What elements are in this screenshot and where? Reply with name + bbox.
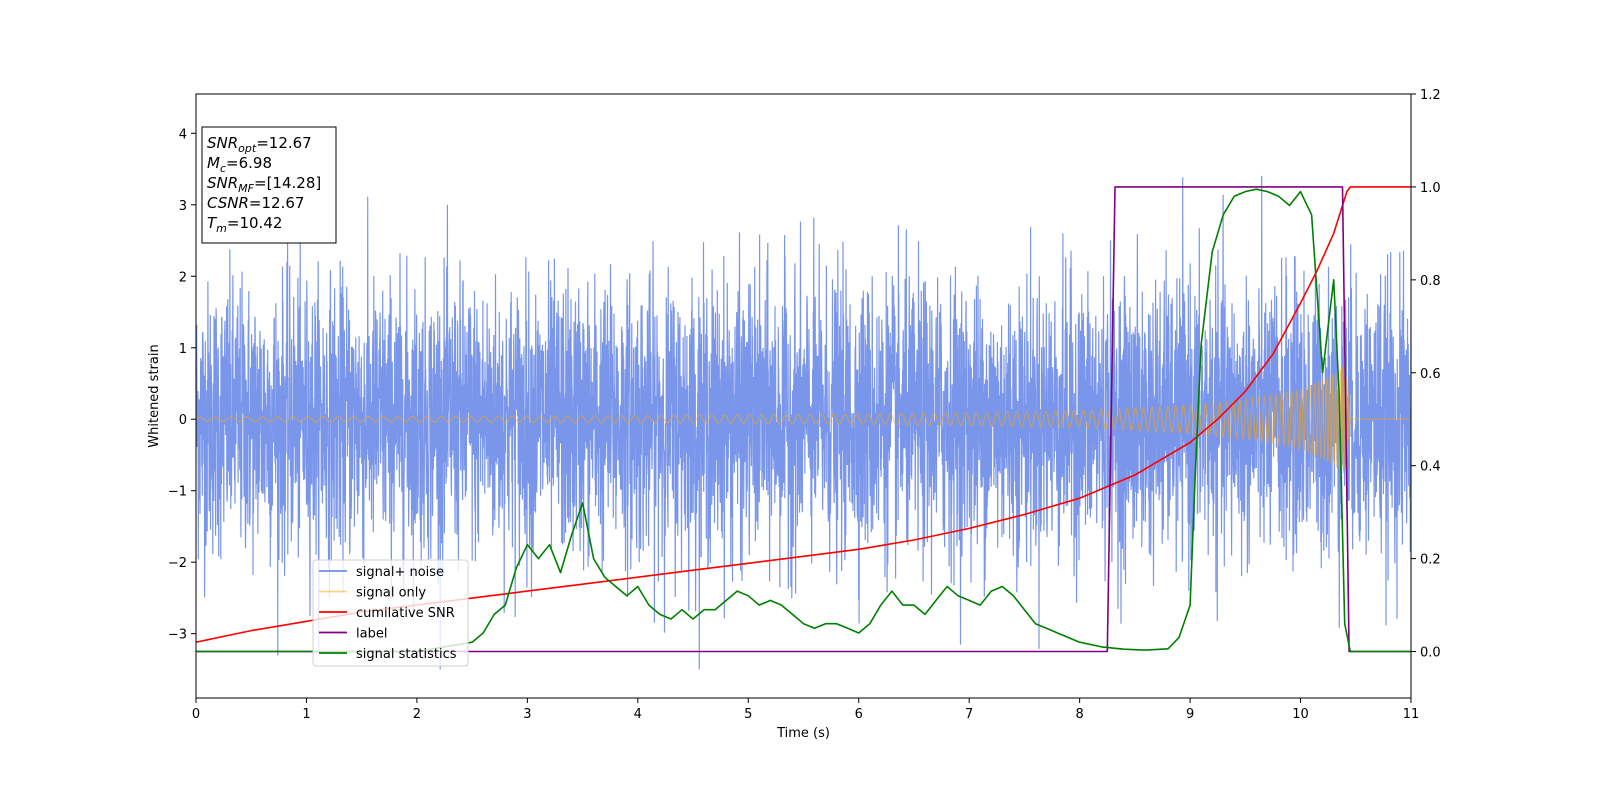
legend-frame [312,559,469,667]
x-tick-label: 11 [1403,707,1420,722]
y-tick-label: −3 [168,628,187,643]
legend-label: label [356,627,387,642]
series-signal-noise-line [196,175,1411,670]
info-box-line: CSNR=12.67 [207,194,304,212]
series-signal-statistics-line [196,188,1411,653]
info-box-line: SNRopt=12.67 [207,134,312,155]
y-tick-label: −2 [168,556,187,571]
y-tick-label: 4 [179,127,187,142]
y2-tick-label: 1.0 [1420,181,1441,196]
x-tick-label: 9 [1186,707,1194,722]
y-tick-label: 1 [179,342,187,357]
x-tick-label: 1 [302,707,310,722]
legend-label: cumilative SNR [356,606,455,621]
y-axis-title: Whitened strain [147,344,162,447]
series-signal-only-line [196,365,1411,474]
y2-tick-label: 0.6 [1420,367,1441,382]
legend: signal+ noise signal only cumilative SNR la… [312,559,469,667]
info-box-line: Tm=10.42 [207,214,282,235]
legend-label: signal+ noise [356,565,444,580]
y2-tick-label: 1.2 [1420,88,1441,103]
x-tick-label: 2 [413,707,421,722]
x-tick-label: 7 [965,707,973,722]
x-tick-label: 4 [634,707,642,722]
y-tick-label: 2 [179,270,187,285]
x-tick-label: 0 [192,707,200,722]
y2-tick-label: 0.4 [1420,460,1441,475]
x-tick-label: 8 [1075,707,1083,722]
x-tick-label: 3 [523,707,531,722]
y2-tick-label: 0.8 [1420,274,1441,289]
y2-tick-label: 0.0 [1420,646,1441,661]
info-box: SNRopt=12.67Mc=6.98SNRMF=[14.28]CSNR=12.… [201,126,337,244]
x-axis-title: Time (s) [776,726,830,741]
info-box-line: SNRMF=[14.28] [207,174,321,195]
y2-tick-label: 0.2 [1420,553,1441,568]
axes: 0 1 2 3 4 5 6 7 8 9 10 11 −3 −2 −1 0 1 2 3 4 0.0 0.2 0.4 0.6 0.8… [168,88,1441,722]
x-tick-label: 6 [855,707,863,722]
info-box-frame [201,126,337,244]
legend-label: signal only [356,586,426,601]
y-tick-label: 3 [179,199,187,214]
y-tick-label: −1 [168,485,187,500]
info-box-line: Mc=6.98 [207,154,272,175]
axes-frame [195,93,1412,699]
y-tick-label: 0 [179,413,187,428]
x-tick-label: 5 [744,707,752,722]
x-tick-label: 10 [1292,707,1309,722]
legend-label: signal statistics [356,647,457,662]
